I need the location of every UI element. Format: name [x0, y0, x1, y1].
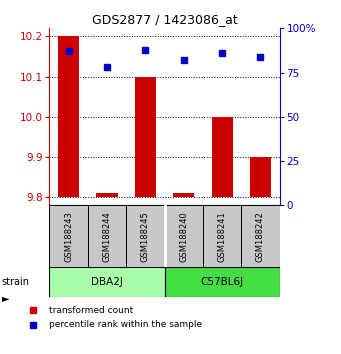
- Text: GSM188241: GSM188241: [218, 211, 226, 262]
- Text: strain: strain: [2, 277, 30, 287]
- Bar: [97, 193, 118, 197]
- Bar: [126, 205, 164, 267]
- Bar: [250, 157, 271, 197]
- Text: GSM188240: GSM188240: [179, 211, 188, 262]
- Bar: [58, 36, 79, 197]
- Bar: [173, 193, 194, 197]
- Text: percentile rank within the sample: percentile rank within the sample: [49, 320, 203, 329]
- Text: GSM188242: GSM188242: [256, 211, 265, 262]
- Text: DBA2J: DBA2J: [91, 277, 123, 287]
- Text: GSM188245: GSM188245: [141, 211, 150, 262]
- Bar: [164, 267, 280, 297]
- Bar: [88, 205, 126, 267]
- Text: ►: ►: [2, 293, 9, 303]
- Text: GSM188244: GSM188244: [103, 211, 112, 262]
- Text: GSM188243: GSM188243: [64, 211, 73, 262]
- Text: C57BL6J: C57BL6J: [201, 277, 243, 287]
- Bar: [49, 205, 88, 267]
- Title: GDS2877 / 1423086_at: GDS2877 / 1423086_at: [92, 13, 237, 26]
- Bar: [203, 205, 241, 267]
- Bar: [164, 205, 203, 267]
- Bar: [49, 267, 164, 297]
- Text: transformed count: transformed count: [49, 306, 134, 315]
- Bar: [135, 76, 156, 197]
- Bar: [241, 205, 280, 267]
- Bar: [211, 117, 233, 197]
